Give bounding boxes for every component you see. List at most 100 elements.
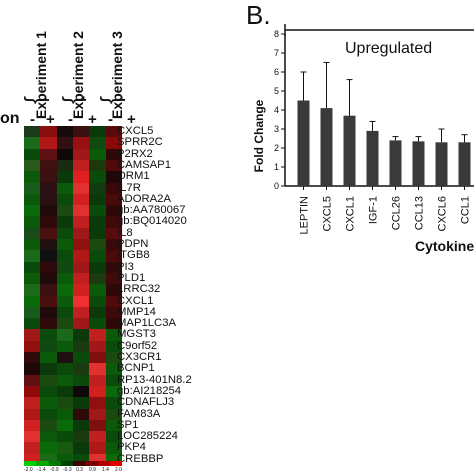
gene-label: SPRR2C: [117, 136, 163, 149]
heatmap-cell: [56, 363, 74, 376]
heatmap-cell: [24, 295, 41, 308]
heatmap-cell: [105, 442, 123, 455]
heatmap-cell: [56, 193, 74, 206]
scale-label: -0.9: [50, 467, 59, 473]
heatmap-cell: [24, 193, 41, 206]
scale-swatch: [36, 461, 49, 466]
x-tick-label: CXCL6: [437, 196, 449, 231]
heatmap-cell: [105, 171, 123, 183]
heatmap-cell: [24, 250, 41, 263]
heatmap-cell: [72, 352, 90, 364]
heatmap-cell: [40, 284, 58, 296]
heatmap-cell: [56, 453, 74, 466]
heatmap-cell: [105, 126, 123, 138]
bar: [320, 108, 333, 186]
heatmap-cell: [40, 419, 58, 432]
heatmap-cell: [56, 306, 74, 319]
heatmap-cell: [72, 295, 90, 308]
heatmap-cell: [56, 216, 74, 229]
heatmap-cell: [56, 408, 74, 421]
heatmap-cell: [40, 159, 58, 172]
heatmap-cell: [40, 182, 58, 195]
heatmap-cell: [56, 126, 74, 138]
heatmap-cell: [56, 148, 74, 161]
heatmap-cell: [56, 205, 74, 217]
heatmap-cell: [72, 159, 90, 172]
x-tick-label: CXCL5: [322, 196, 334, 231]
scale-label: 0.9: [89, 467, 96, 473]
heatmap-cell: [72, 261, 90, 274]
gene-label: CAMSAP1: [117, 158, 171, 171]
heatmap-cell: [24, 272, 41, 285]
heatmap-cell: [56, 442, 74, 455]
heatmap-cell: [24, 137, 41, 150]
heatmap-cell: [40, 171, 58, 183]
heatmap-cell: [89, 159, 107, 172]
bar: [366, 130, 379, 186]
heatmap-cell: [72, 329, 90, 342]
heatmap-cell: [72, 419, 90, 432]
heatmap-cell: [72, 453, 90, 466]
heatmap-cell: [24, 431, 41, 443]
heatmap-cell: [56, 431, 74, 443]
condition-sign: -: [30, 111, 35, 128]
heatmap-cell: [56, 329, 74, 342]
scale-label: -1.4: [37, 467, 46, 473]
x-tick-label: CCL13: [414, 196, 426, 230]
heatmap-cell: [24, 126, 41, 138]
gene-label: gb:BQ014020: [117, 215, 187, 228]
heatmap-cell: [105, 159, 123, 172]
heatmap-cell: [72, 363, 90, 376]
x-tick-label: CCL26: [391, 196, 403, 230]
heatmap-cell: [40, 261, 58, 274]
heatmap-cell: [40, 126, 58, 138]
heatmap-cell: [72, 205, 90, 217]
heatmap-cell: [40, 352, 58, 364]
gene-label: P2RX2: [117, 147, 153, 160]
heatmap-cell: [105, 193, 123, 206]
heatmap-cell: [72, 431, 90, 443]
panel-letter: B.: [246, 0, 271, 30]
heatmap-cell: [40, 205, 58, 217]
heatmap-cell: [89, 216, 107, 229]
y-tick-label: 6: [274, 67, 279, 77]
gene-label: PKP4: [117, 441, 146, 454]
heatmap-cell: [89, 329, 107, 342]
heatmap-cell: [72, 148, 90, 161]
y-tick-label: 2: [274, 143, 279, 153]
heatmap-cell: [72, 340, 90, 353]
heatmap-cell: [89, 205, 107, 217]
heatmap-cell: [40, 239, 58, 251]
heatmap-cell: [89, 261, 107, 274]
heatmap-cell: [105, 148, 123, 161]
heatmap-cell: [72, 239, 90, 251]
heatmap-cell: [105, 295, 123, 308]
heatmap-cell: [56, 295, 74, 308]
gene-label: ADORA2A: [117, 192, 171, 205]
condition-sign: +: [127, 111, 136, 128]
heatmap-cell: [40, 442, 58, 455]
heatmap-cell: [24, 284, 41, 296]
heatmap-cell: [24, 306, 41, 319]
scale-label: -2.0: [24, 467, 33, 473]
gene-label: CREBBP: [117, 452, 164, 465]
scale-swatch: [85, 461, 98, 466]
heatmap-cell: [56, 385, 74, 398]
y-tick-label: 4: [274, 105, 279, 115]
gene-label: PI3: [117, 260, 134, 273]
gene-label: LOC285224: [117, 430, 178, 443]
gene-label: IL7R: [117, 181, 141, 194]
condition-label: on: [0, 110, 20, 127]
heatmap-cell: [56, 171, 74, 183]
scale-swatch: [48, 461, 62, 466]
heatmap-cell: [56, 239, 74, 251]
heatmap-cell: [56, 272, 74, 285]
gene-label: RP13-401N8.2: [117, 373, 192, 386]
heatmap-cell: [56, 374, 74, 387]
gene-label: PDPN: [117, 238, 149, 250]
x-tick-label: CCL1: [460, 196, 472, 224]
heatmap-cell: [56, 137, 74, 150]
condition-sign: +: [88, 111, 97, 128]
heatmap-cell: [24, 261, 41, 274]
